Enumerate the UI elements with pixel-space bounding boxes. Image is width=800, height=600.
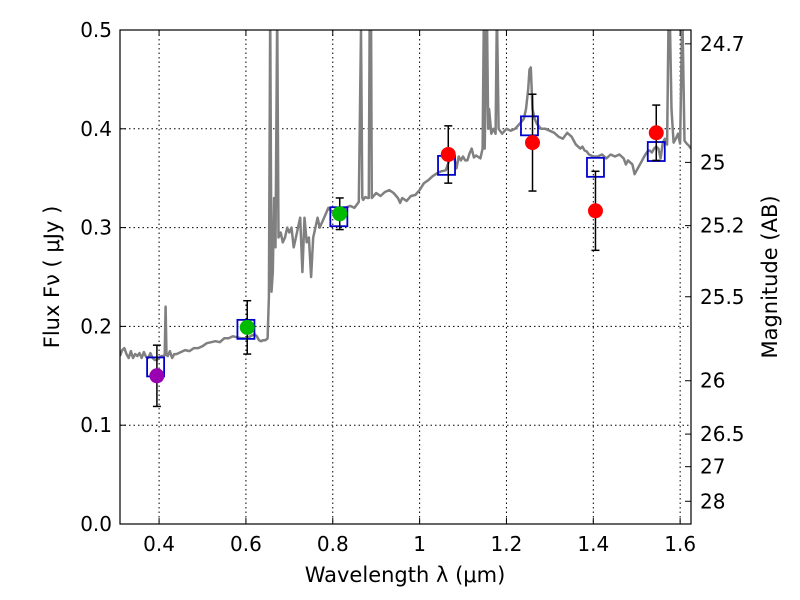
y2-tick-label: 25.2 xyxy=(700,214,745,238)
y2-axis-label: Magnitude (AB) xyxy=(758,195,782,358)
y-tick-label: 0.3 xyxy=(80,216,112,240)
observed-flux-point xyxy=(440,146,456,162)
x-tick-label: 1 xyxy=(413,532,426,556)
observed-flux-point xyxy=(648,125,664,141)
y2-tick-label: 27 xyxy=(700,455,725,479)
x-tick-label: 1.4 xyxy=(577,532,609,556)
axis-ticks: 0.4 0.6 0.8 1 1.2 1.4 1.6 0.0 0.1 0.2 0.3 0.4 0.5 24.… xyxy=(80,18,744,556)
y-tick-label: 0.5 xyxy=(80,18,112,42)
y-tick-label: 0.4 xyxy=(80,117,112,141)
x-tick-label: 0.6 xyxy=(230,532,262,556)
observed-flux-point xyxy=(587,203,603,219)
data-layer xyxy=(120,30,691,408)
x-axis-label: Wavelength λ (μm) xyxy=(305,563,506,587)
y2-tick-label: 26 xyxy=(700,369,725,393)
model-spectrum-line xyxy=(120,30,691,362)
model-photometry-marker xyxy=(520,115,539,137)
x-tick-label: 0.4 xyxy=(143,532,175,556)
x-tick-label: 0.8 xyxy=(317,532,349,556)
y-tick-label: 0.2 xyxy=(80,314,112,338)
plot-frame xyxy=(119,29,692,525)
y-tick-label: 0.1 xyxy=(80,413,112,437)
observed-flux-point xyxy=(239,319,255,335)
plot-background xyxy=(120,30,691,524)
y2-tick-label: 25.5 xyxy=(700,285,745,309)
y2-tick-label: 28 xyxy=(700,489,725,513)
observed-flux-point xyxy=(525,135,541,151)
y-axis-label: Flux Fν ( μJy ) xyxy=(40,206,64,349)
x-tick-label: 1.6 xyxy=(664,532,696,556)
observed-flux-point xyxy=(149,368,165,384)
y2-tick-label: 24.7 xyxy=(700,32,745,56)
observed-flux-point xyxy=(332,206,348,222)
y2-tick-label: 25 xyxy=(700,150,725,174)
y2-tick-label: 26.5 xyxy=(700,422,745,446)
y-tick-label: 0.0 xyxy=(80,512,112,536)
x-tick-label: 1.2 xyxy=(491,532,523,556)
